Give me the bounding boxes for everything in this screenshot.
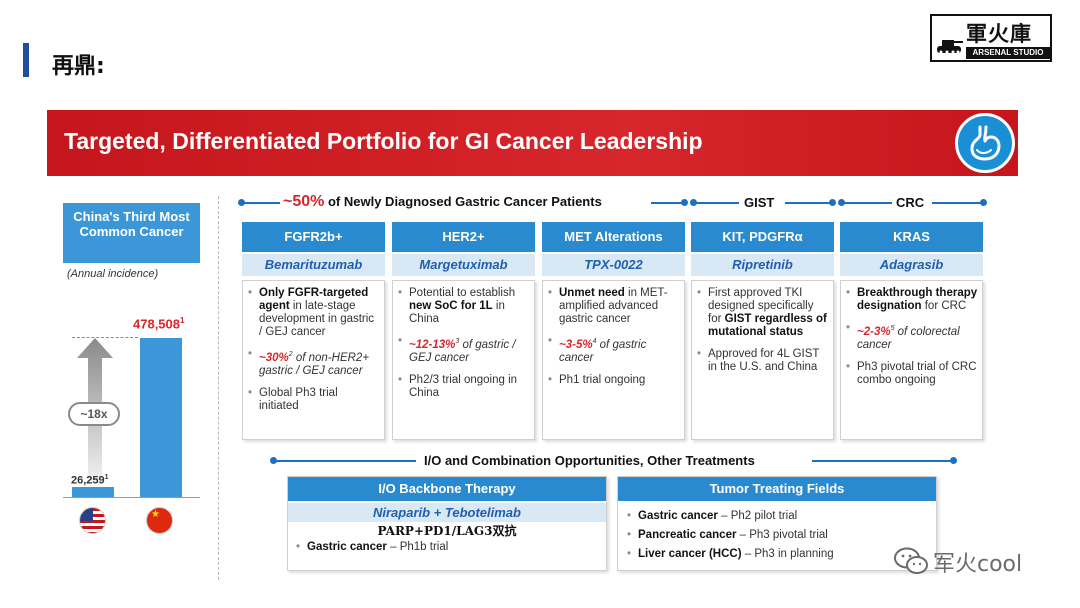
bullet: Potential to establish new SoC for 1L in… xyxy=(398,287,530,326)
china-third-cancer-box: China's Third Most Common Cancer xyxy=(63,203,200,263)
bullet: Ph2/3 trial ongoing in China xyxy=(398,374,530,400)
ttf-bullet: Liver cancer (HCC) – Ph3 in planning xyxy=(627,548,834,560)
drug-name-tpx0022: TPX-0022 xyxy=(542,254,685,276)
bullet: Approved for 4L GIST in the U.S. and Chi… xyxy=(697,348,829,374)
bullet: Breakthrough therapy designation for CRC xyxy=(846,287,978,313)
crc-header-line-left xyxy=(842,202,892,204)
io-backbone-card xyxy=(287,476,607,571)
page-title: 再鼎: xyxy=(52,54,105,79)
io-header-line-right xyxy=(812,460,952,462)
ratio-badge: ~18x xyxy=(68,402,120,426)
bullet: ~3-5%4 of gastric cancer xyxy=(548,335,680,365)
title-accent-bar xyxy=(23,43,29,77)
section-dot xyxy=(838,199,845,206)
china-incidence-bar xyxy=(140,338,182,497)
drug-name-niraparib-tebotelimab: Niraparib + Tebotelimab xyxy=(288,503,606,522)
annual-incidence-note: (Annual incidence) xyxy=(67,268,159,280)
bullet: ~12-13%3 of gastric / GEJ cancer xyxy=(398,335,530,365)
gist-section-label: GIST xyxy=(744,195,775,210)
bullet: Global Ph3 trial initiated xyxy=(248,387,380,413)
bullet: Ph1 trial ongoing xyxy=(548,374,680,387)
ttf-bullet: Gastric cancer – Ph2 pilot trial xyxy=(627,510,797,522)
section-dot xyxy=(950,457,957,464)
bullet: Unmet need in MET-amplified advanced gas… xyxy=(548,287,680,326)
drug-name-margetuximab: Margetuximab xyxy=(392,254,535,276)
col-body-kit-pdgfra: First approved TKI designed specifically… xyxy=(691,280,834,440)
section-dot xyxy=(270,457,277,464)
section-dot xyxy=(829,199,836,206)
col-body-fgfr2b: Only FGFR-targeted agent in late-stage d… xyxy=(242,280,385,440)
chart-baseline xyxy=(63,497,200,498)
ttf-head: Tumor Treating Fields xyxy=(618,477,936,501)
ttf-card xyxy=(617,476,937,571)
crc-section-label: CRC xyxy=(896,195,925,210)
banner-title: Targeted, Differentiated Portfolio for G… xyxy=(64,128,703,154)
gastric-header-line-right xyxy=(651,202,683,204)
ttf-bullet: Pancreatic cancer – Ph3 pivotal trial xyxy=(627,529,828,541)
col-head-fgfr2b: FGFR2b+ xyxy=(242,222,385,252)
bullet: Ph3 pivotal trial of CRC combo ongoing xyxy=(846,361,978,387)
col-head-her2: HER2+ xyxy=(392,222,535,252)
section-dot xyxy=(980,199,987,206)
panel-divider xyxy=(218,196,219,580)
col-body-met: Unmet need in MET-amplified advanced gas… xyxy=(542,280,685,440)
io-backbone-head: I/O Backbone Therapy xyxy=(288,477,606,501)
logo-text: 軍火庫 xyxy=(966,22,1032,46)
bullet: First approved TKI designed specifically… xyxy=(697,287,829,339)
io-header-line-left xyxy=(274,460,416,462)
bullet: ~30%2 of non-HER2+ gastric / GEJ cancer xyxy=(248,348,380,378)
gist-header-line-right xyxy=(785,202,831,204)
col-head-kras: KRAS xyxy=(840,222,983,252)
gastric-header-line-left xyxy=(242,202,280,204)
watermark: 军火cool xyxy=(893,544,1043,578)
col-body-her2: Potential to establish new SoC for 1L in… xyxy=(392,280,535,440)
bullet: ~2-3%5 of colorectal cancer xyxy=(846,322,978,352)
bullet: Only FGFR-targeted agent in late-stage d… xyxy=(248,287,380,339)
io-bullet: Gastric cancer – Ph1b trial xyxy=(296,541,448,553)
title-banner: Targeted, Differentiated Portfolio for G… xyxy=(47,110,1018,176)
io-chinese-note: PARP+PD1/LAG3双抗 xyxy=(377,524,517,538)
drug-name-adagrasib: Adagrasib xyxy=(840,254,983,276)
drug-name-bemarituzumab: Bemarituzumab xyxy=(242,254,385,276)
col-body-kras: Breakthrough therapy designation for CRC… xyxy=(840,280,983,440)
us-flag-icon xyxy=(79,507,106,534)
stomach-icon xyxy=(955,113,1015,173)
wechat-icon xyxy=(894,547,928,574)
arsenal-studio-logo: 軍火庫 ARSENAL STUDIO xyxy=(930,14,1052,62)
us-incidence-value: 26,2591 xyxy=(71,474,109,487)
crc-header-line-right xyxy=(932,202,982,204)
section-dot xyxy=(238,199,245,206)
gastric-section-label: ~50% of Newly Diagnosed Gastric Cancer P… xyxy=(283,193,602,210)
col-head-met: MET Alterations xyxy=(542,222,685,252)
watermark-text: 军火cool xyxy=(933,552,1023,577)
io-section-label: I/O and Combination Opportunities, Other… xyxy=(424,453,755,468)
china-incidence-value: 478,5081 xyxy=(133,316,185,332)
us-incidence-bar xyxy=(72,487,114,497)
stomach-icon-svg xyxy=(970,125,1001,161)
section-dot xyxy=(681,199,688,206)
china-flag-icon: ★ xyxy=(146,507,173,534)
tank-icon xyxy=(937,40,963,54)
section-dot xyxy=(690,199,697,206)
logo-subtext: ARSENAL STUDIO xyxy=(966,47,1050,59)
col-head-kit-pdgfra: KIT, PDGFRα xyxy=(691,222,834,252)
drug-name-ripretinib: Ripretinib xyxy=(691,254,834,276)
gist-header-line-left xyxy=(694,202,739,204)
reference-dash-line xyxy=(72,337,138,338)
